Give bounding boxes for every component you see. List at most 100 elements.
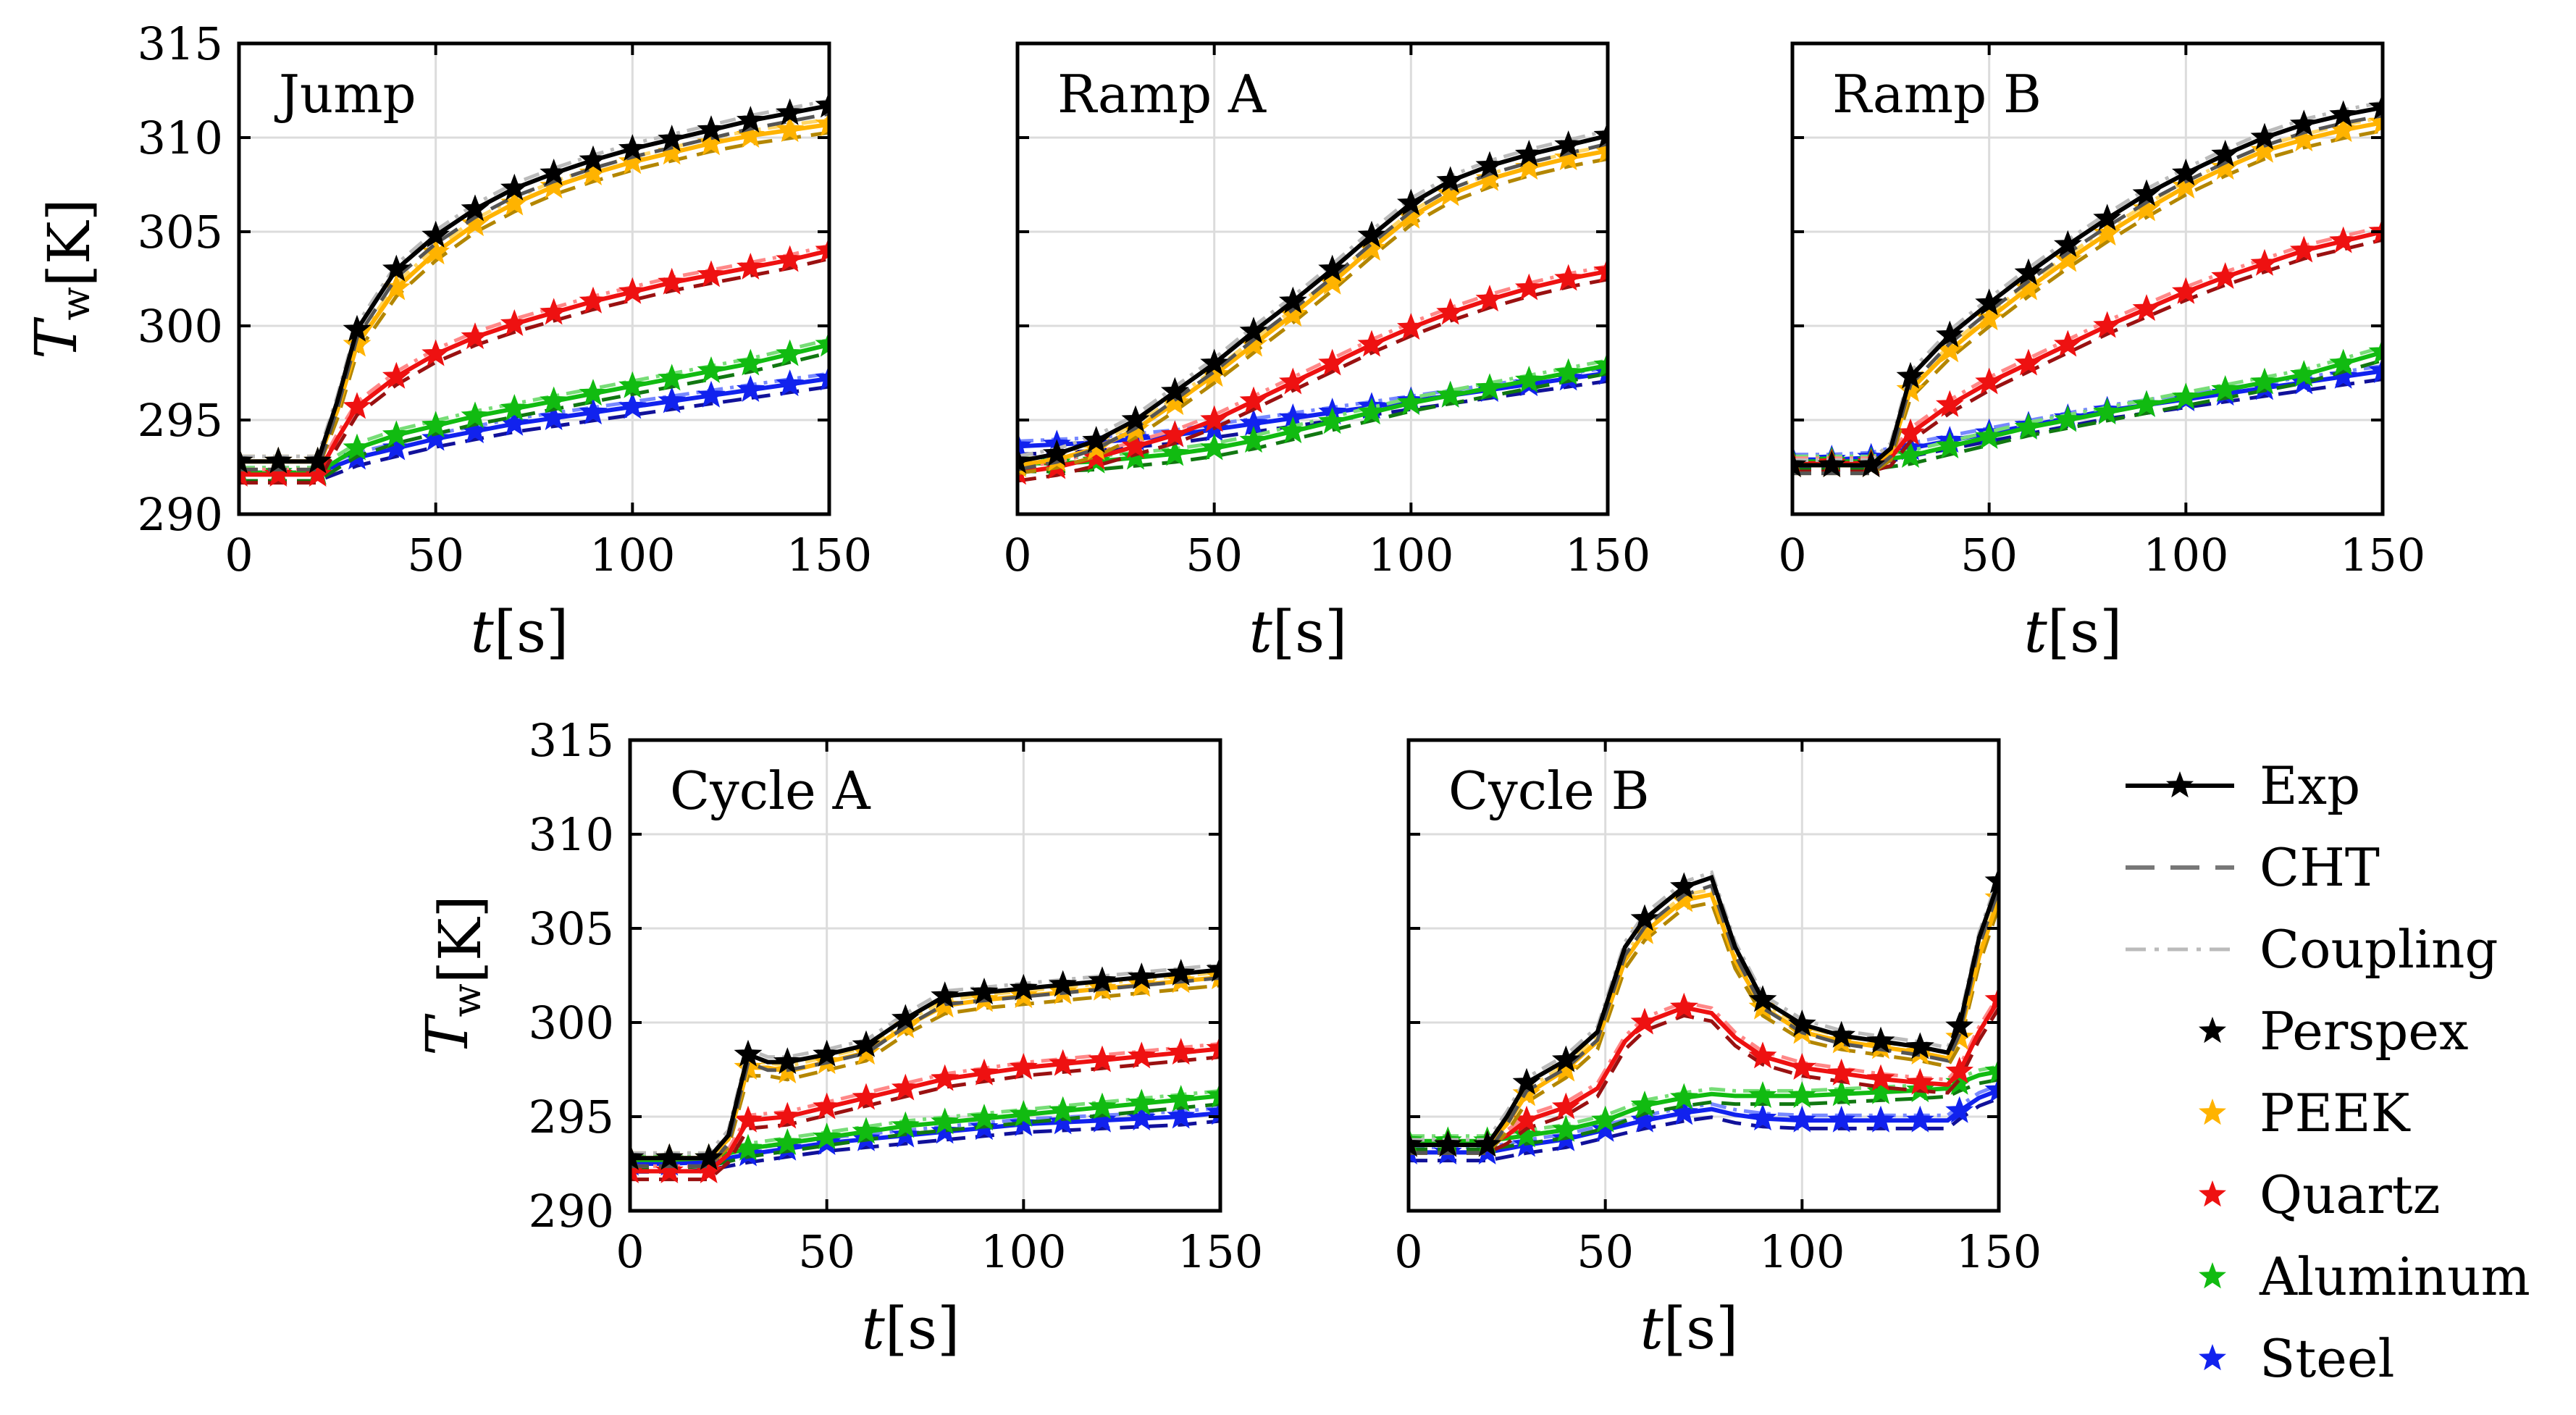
marker-perspex	[736, 106, 765, 133]
x-axis-var: t	[1249, 598, 1273, 665]
marker-aluminum	[579, 379, 608, 406]
marker-perspex	[1396, 188, 1425, 216]
marker-steel	[736, 374, 765, 402]
marker-quartz	[1049, 1049, 1078, 1076]
marker-aluminum	[1514, 365, 1543, 392]
marker-aluminum	[2171, 382, 2200, 410]
marker-perspex	[1082, 426, 1111, 453]
marker-steel	[1630, 1105, 1659, 1133]
marker-perspex	[1357, 220, 1386, 248]
marker-quartz	[1748, 1041, 1777, 1069]
series-peek-exp	[1409, 891, 1999, 1147]
marker-aluminum	[421, 411, 450, 438]
series-quartz-cht	[1792, 238, 2383, 474]
marker-perspex	[2014, 258, 2043, 285]
marker-quartz	[931, 1064, 960, 1091]
marker-peek	[776, 115, 805, 143]
marker-quartz	[1905, 1067, 1934, 1095]
marker-steel	[1009, 1109, 1038, 1136]
marker-perspex	[1905, 1032, 1934, 1059]
marker-quartz	[1630, 1007, 1659, 1035]
series-quartz-exp	[1018, 269, 1608, 475]
legend-star-icon	[2199, 1017, 2226, 1044]
marker-perspex	[540, 158, 569, 185]
marker-perspex	[697, 115, 726, 143]
marker-aluminum	[1160, 439, 1189, 466]
series-peek-cht	[239, 130, 829, 471]
marker-perspex	[1787, 1009, 1816, 1037]
axes-frame	[237, 41, 831, 516]
y-tick-label: 295	[138, 394, 223, 447]
marker-aluminum	[891, 1111, 920, 1138]
marker-perspex	[1436, 166, 1465, 193]
y-axis-sub: w	[444, 983, 490, 1017]
x-axis-var: t	[2024, 598, 2048, 665]
marker-aluminum	[1593, 350, 1608, 378]
marker-perspex	[1857, 450, 1886, 477]
marker-perspex	[618, 134, 647, 161]
marker-aluminum	[1554, 358, 1583, 385]
marker-perspex	[500, 173, 529, 201]
plot-area	[1792, 92, 2383, 477]
marker-quartz	[2289, 235, 2318, 263]
marker-quartz	[1593, 256, 1608, 284]
marker-perspex	[2211, 139, 2240, 167]
marker-steel	[776, 369, 805, 397]
marker-perspex	[1748, 985, 1777, 1012]
legend-label: PEEK	[2260, 1083, 2411, 1143]
marker-perspex	[1984, 866, 1999, 894]
legend-star-icon	[2199, 1180, 2226, 1207]
marker-steel	[1748, 1104, 1777, 1131]
x-tick-label: 150	[1956, 1225, 2042, 1278]
plot-area	[630, 954, 1220, 1183]
series-peek-cht	[1018, 156, 1608, 476]
marker-quartz	[1318, 348, 1347, 376]
series-aluminum-cht	[239, 350, 829, 483]
panel-ramp-b: 0 50 100 150 Ramp B t[s]	[1778, 41, 2425, 665]
marker-aluminum	[1436, 380, 1465, 408]
marker-perspex	[630, 1143, 645, 1170]
marker-perspex	[1127, 962, 1156, 990]
marker-steel	[1984, 1075, 1999, 1103]
marker-perspex	[2250, 122, 2279, 150]
marker-aluminum	[1167, 1085, 1196, 1112]
legend-label: Coupling	[2260, 919, 2498, 980]
x-tick-label: 0	[1778, 529, 1806, 581]
marker-aluminum	[540, 386, 569, 413]
marker-quartz	[1945, 1057, 1974, 1084]
marker-aluminum	[1591, 1105, 1620, 1133]
y-tick-label: 300	[138, 300, 223, 353]
marker-perspex	[1473, 1130, 1502, 1157]
marker-perspex	[1896, 361, 1925, 389]
marker-perspex	[579, 145, 608, 172]
marker-perspex	[1278, 286, 1307, 314]
marker-quartz	[1551, 1092, 1580, 1120]
legend-label: Quartz	[2260, 1164, 2441, 1225]
marker-perspex	[776, 98, 805, 125]
marker-aluminum	[1630, 1090, 1659, 1117]
x-axis-unit: [s]	[2047, 598, 2122, 665]
marker-perspex	[1554, 130, 1583, 157]
marker-peek	[2093, 219, 2122, 246]
marker-perspex	[1206, 954, 1220, 982]
series-peek-cht	[1792, 128, 2383, 476]
series-peek-coupling	[1792, 115, 2383, 462]
x-axis-label: t[s]	[1249, 598, 1348, 665]
marker-quartz	[1357, 329, 1386, 357]
marker-quartz	[382, 361, 411, 389]
x-axis-label: t[s]	[2024, 598, 2123, 665]
marker-aluminum	[970, 1104, 999, 1131]
marker-perspex	[1551, 1045, 1580, 1072]
marker-aluminum	[1206, 1080, 1220, 1108]
marker-perspex	[343, 314, 372, 342]
axes-frame	[1406, 738, 2001, 1213]
marker-perspex	[1409, 1130, 1423, 1157]
marker-aluminum	[500, 393, 529, 421]
y-tick-label: 295	[529, 1091, 614, 1143]
plot-area	[1018, 120, 1608, 485]
x-tick-label: 150	[1565, 529, 1650, 581]
marker-aluminum	[2289, 360, 2318, 387]
x-tick-label: 100	[590, 529, 675, 581]
marker-aluminum	[1935, 431, 1964, 458]
series-peek-cht	[630, 983, 1220, 1168]
